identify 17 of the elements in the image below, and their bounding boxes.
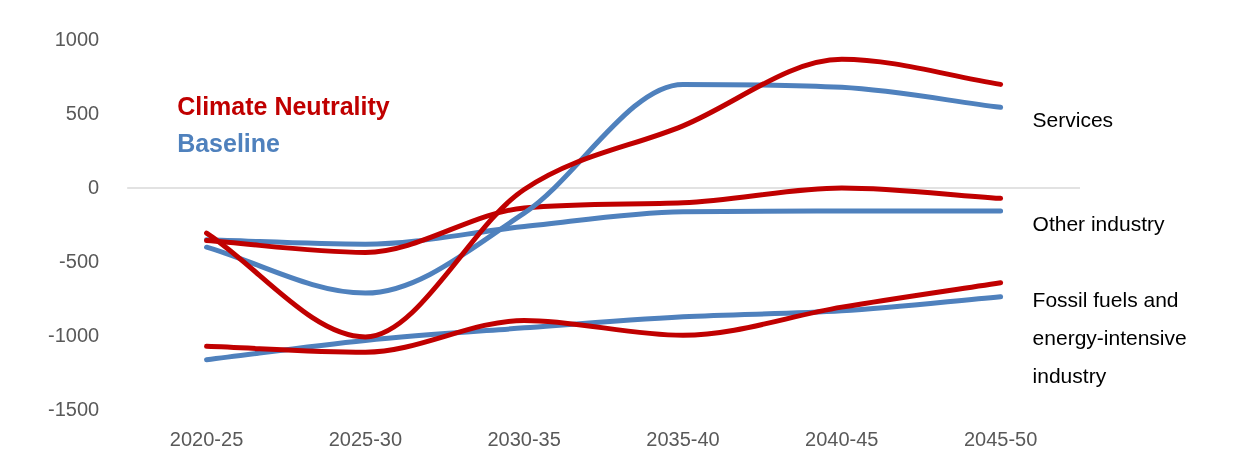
x-tick-label: 2020-25 xyxy=(169,427,244,450)
y-tick-label: 500 xyxy=(65,101,100,124)
annotation: Other industry xyxy=(1032,211,1165,235)
x-tick-label: 2045-50 xyxy=(963,427,1038,450)
y-tick-label: -500 xyxy=(59,249,100,272)
y-tick-label: -1000 xyxy=(48,323,100,346)
y-tick-label: 1000 xyxy=(54,27,100,50)
text: Climate Neutrality xyxy=(177,91,390,120)
x-tick-label: 2040-45 xyxy=(805,427,879,450)
x-tick-label: 2030-35 xyxy=(487,427,561,450)
text: Baseline xyxy=(177,128,281,157)
annotation: Services xyxy=(1032,108,1114,132)
x-tick-label: 2025-30 xyxy=(328,427,403,450)
x-tick-label: 2035-40 xyxy=(646,427,720,450)
y-tick-label: 0 xyxy=(88,175,100,198)
annotation: Fossil fuels and energy-intensive industry xyxy=(1032,287,1187,387)
y-tick-label: -1500 xyxy=(48,397,100,420)
